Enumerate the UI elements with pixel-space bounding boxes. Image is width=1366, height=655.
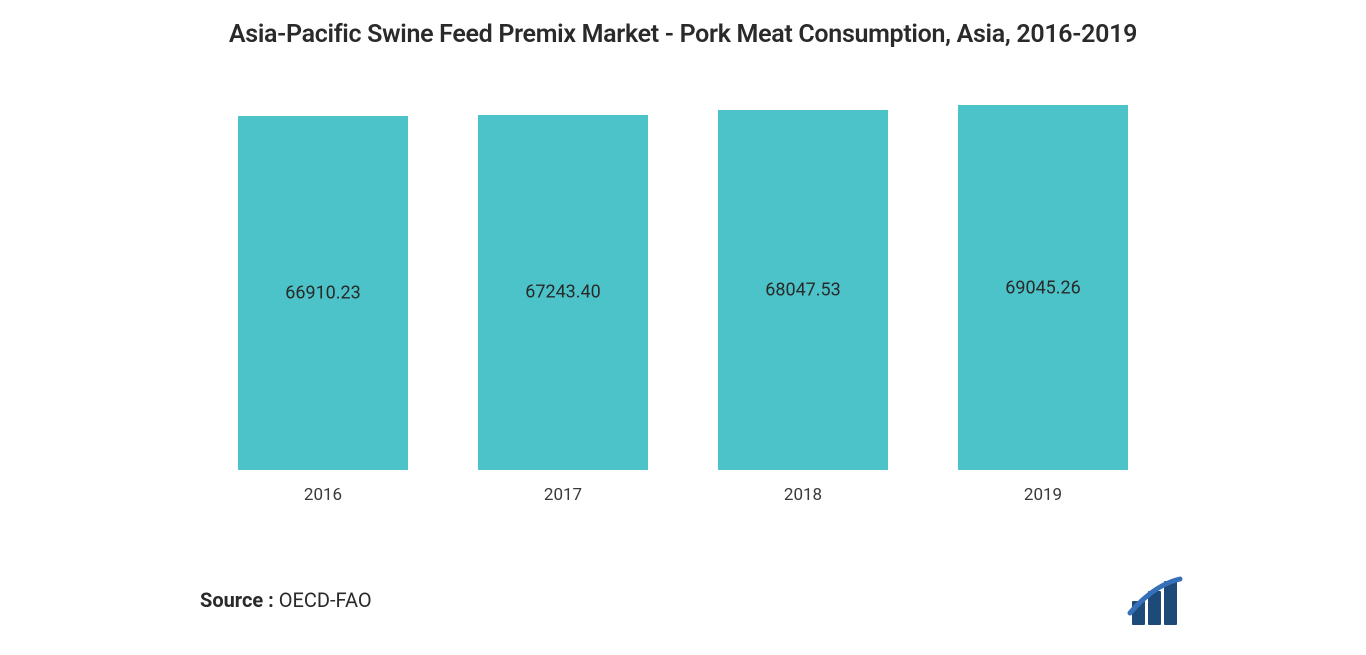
chart-footer: Source : OECD-FAO bbox=[60, 575, 1306, 625]
x-axis-label-2: 2018 bbox=[784, 485, 822, 505]
bar-group-3: 69045.26 2019 bbox=[958, 105, 1128, 505]
bar-group-0: 66910.23 2016 bbox=[238, 116, 408, 505]
source-attribution: Source : OECD-FAO bbox=[200, 588, 372, 612]
bar-value-label-1: 67243.40 bbox=[525, 282, 601, 303]
x-axis-label-0: 2016 bbox=[304, 485, 342, 505]
logo-icon bbox=[1126, 575, 1186, 625]
chart-container: Asia-Pacific Swine Feed Premix Market - … bbox=[0, 0, 1366, 655]
bar-2: 68047.53 bbox=[718, 110, 888, 470]
bar-group-1: 67243.40 2017 bbox=[478, 115, 648, 505]
bar-3: 69045.26 bbox=[958, 105, 1128, 470]
bar-value-label-0: 66910.23 bbox=[285, 283, 361, 304]
brand-logo bbox=[1126, 575, 1186, 625]
x-axis-label-3: 2019 bbox=[1024, 485, 1062, 505]
bar-value-label-3: 69045.26 bbox=[1005, 277, 1081, 298]
chart-plot-area: 66910.23 2016 67243.40 2017 68047.53 201… bbox=[60, 89, 1306, 505]
bar-0: 66910.23 bbox=[238, 116, 408, 470]
bar-1: 67243.40 bbox=[478, 115, 648, 470]
chart-title: Asia-Pacific Swine Feed Premix Market - … bbox=[60, 20, 1306, 49]
source-prefix: Source : bbox=[200, 588, 279, 612]
bar-value-label-2: 68047.53 bbox=[765, 280, 841, 301]
source-value: OECD-FAO bbox=[279, 588, 372, 612]
x-axis-label-1: 2017 bbox=[544, 485, 582, 505]
bar-group-2: 68047.53 2018 bbox=[718, 110, 888, 505]
